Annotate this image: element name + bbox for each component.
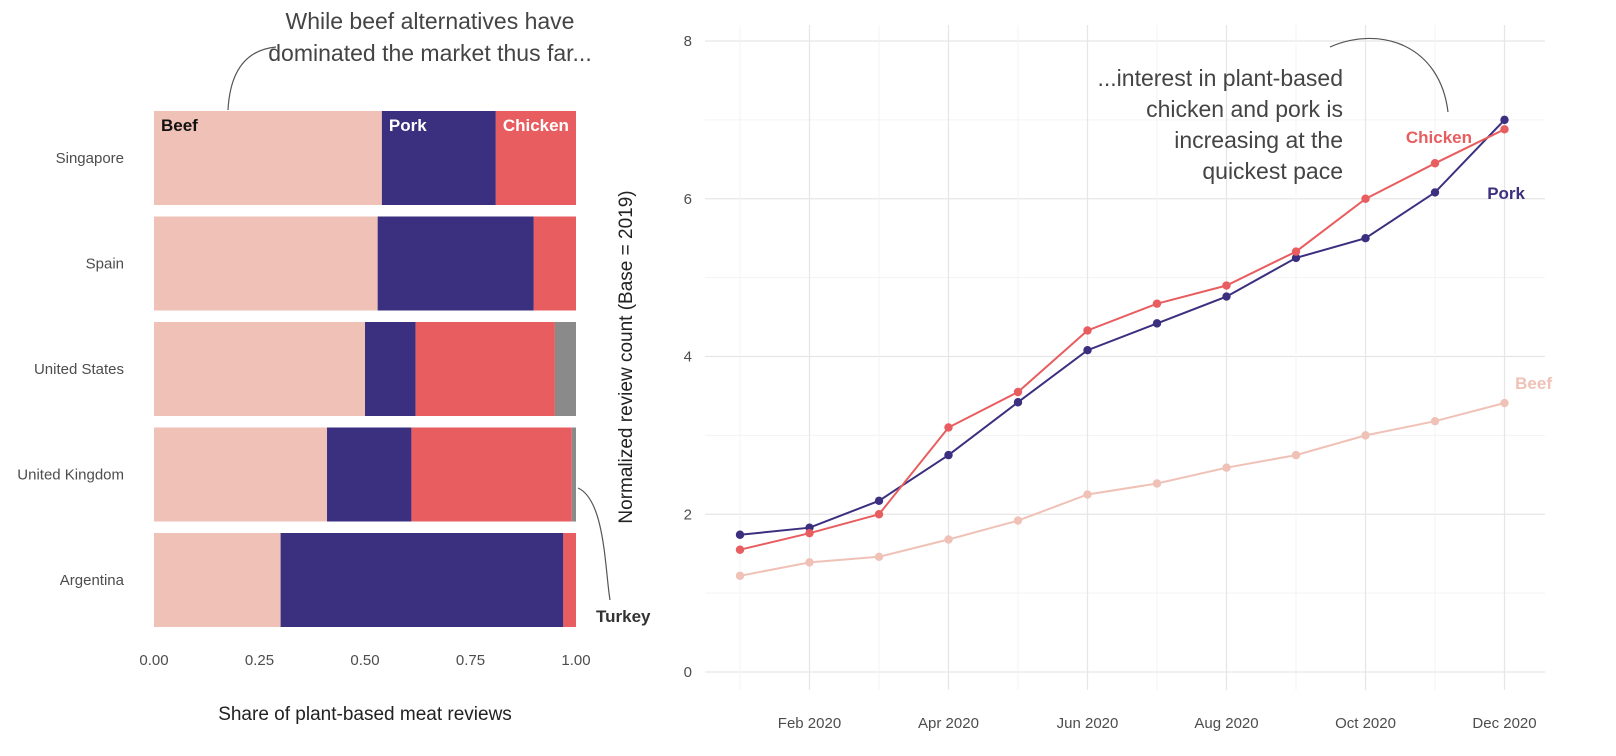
series-line-beef (739, 402, 1505, 577)
left-annotation-line2: dominated the market thus far... (268, 40, 591, 66)
bar-singapore-pork (381, 111, 496, 205)
series-point-beef (1222, 463, 1231, 472)
series-point-beef (1430, 416, 1440, 426)
series-label-beef: Beef (1515, 374, 1552, 393)
line-x-tick-label: Oct 2020 (1335, 715, 1396, 732)
bar-x-tick-label: 0.25 (245, 652, 274, 669)
bar-united-kingdom-beef (154, 427, 328, 522)
line-y-tick-label: 0 (684, 664, 692, 681)
category-label-spain: Spain (86, 256, 124, 273)
segment-label-beef: Beef (161, 116, 198, 135)
series-point-chicken (1291, 247, 1301, 256)
series-point-beef (1083, 490, 1092, 499)
bar-spain-beef (154, 216, 378, 311)
stacked-bar-panel: While beef alternatives have dominated t… (17, 8, 651, 725)
bar-singapore-beef (154, 111, 382, 205)
left-annotation-line1: While beef alternatives have (286, 8, 575, 34)
series-point-beef (1500, 398, 1509, 408)
series-point-chicken (735, 545, 745, 554)
line-y-axis-title: Normalized review count (Base = 2019) (616, 190, 637, 523)
series-point-beef (1013, 516, 1023, 525)
line-y-tick-label: 6 (684, 191, 692, 208)
series-point-pork (735, 530, 745, 539)
series-point-chicken (1500, 125, 1509, 134)
series-point-chicken (1430, 159, 1440, 168)
series-line-pork (739, 119, 1506, 536)
category-label-united-kingdom: United Kingdom (17, 467, 124, 484)
series-point-beef (1152, 479, 1162, 488)
line-x-tick-label: Feb 2020 (778, 715, 841, 732)
bar-spain-chicken (533, 216, 576, 311)
bar-x-tick-label: 1.00 (561, 652, 590, 669)
bar-x-tick-label: 0.75 (456, 652, 485, 669)
bar-united-states-chicken (415, 322, 555, 416)
series-point-pork (1222, 292, 1231, 301)
series-point-chicken (1222, 281, 1231, 290)
bar-united-kingdom-pork (327, 427, 412, 522)
line-chart-panel: 0 2 4 6 8 Feb 2020 Apr 2020 Jun 2020 Aug 2020 Oc… (616, 25, 1552, 732)
series-point-pork (1083, 345, 1092, 355)
series-point-pork (1291, 253, 1301, 263)
series-point-beef (735, 571, 745, 580)
right-annotation-line3: increasing at the (1174, 127, 1343, 153)
series-label-pork: Pork (1487, 184, 1525, 203)
right-annotation-arrow (1329, 37, 1449, 113)
series-point-beef (874, 552, 884, 562)
segment-label-pork: Pork (389, 116, 427, 135)
series-point-beef (1291, 450, 1301, 460)
right-annotation-line4: quickest pace (1202, 158, 1343, 184)
bar-argentina-pork (280, 533, 564, 627)
series-point-pork (1361, 233, 1370, 243)
series-point-chicken (944, 423, 953, 432)
segment-label-chicken: Chicken (503, 116, 569, 135)
series-point-pork (874, 496, 884, 506)
bar-united-states-pork (365, 322, 416, 416)
series-point-pork (1500, 115, 1509, 125)
turkey-annotation-arrow (577, 487, 611, 601)
series-label-chicken: Chicken (1406, 128, 1472, 147)
bar-singapore-chicken (495, 111, 576, 205)
bar-united-states-beef (154, 322, 365, 416)
line-x-tick-label: Aug 2020 (1194, 715, 1258, 732)
series-point-beef (805, 558, 814, 567)
category-label-united-states: United States (34, 361, 124, 378)
series-point-beef (944, 535, 953, 544)
category-label-singapore: Singapore (56, 150, 124, 167)
series-point-chicken (1083, 326, 1092, 335)
series-line-chicken (739, 128, 1505, 551)
bar-united-states-turkey (554, 322, 576, 416)
series-point-pork (1430, 188, 1440, 197)
series-point-pork (1013, 398, 1023, 407)
line-x-tick-label: Dec 2020 (1472, 715, 1536, 732)
bar-x-axis-title: Share of plant-based meat reviews (218, 704, 512, 725)
series-point-beef (1361, 431, 1370, 440)
bar-united-kingdom-chicken (411, 427, 572, 522)
right-annotation-line2: chicken and pork is (1146, 96, 1343, 122)
series-point-pork (1152, 319, 1162, 328)
series-point-chicken (1152, 299, 1162, 308)
series-point-chicken (805, 528, 814, 538)
series-point-chicken (1013, 387, 1023, 397)
bar-argentina-chicken (563, 533, 576, 627)
left-annotation-arrow (227, 46, 277, 111)
bar-x-tick-label: 0.00 (139, 652, 168, 669)
line-y-tick-label: 4 (684, 349, 692, 366)
bar-spain-pork (377, 216, 534, 311)
series-point-chicken (1361, 194, 1370, 203)
line-x-tick-label: Apr 2020 (918, 715, 979, 732)
line-x-tick-label: Jun 2020 (1057, 715, 1119, 732)
series-point-pork (944, 450, 953, 460)
line-y-tick-label: 2 (684, 506, 692, 523)
turkey-annotation-label: Turkey (596, 607, 651, 626)
bar-united-kingdom-turkey (571, 427, 576, 522)
left-annotation: While beef alternatives have dominated t… (227, 8, 592, 111)
line-y-tick-label: 8 (684, 33, 692, 50)
category-label-argentina: Argentina (60, 572, 125, 589)
right-annotation: ...interest in plant-based chicken and p… (1098, 37, 1449, 184)
right-annotation-line1: ...interest in plant-based (1098, 65, 1343, 91)
series-point-chicken (874, 510, 884, 519)
bar-argentina-beef (154, 533, 281, 627)
bar-x-tick-label: 0.50 (350, 652, 379, 669)
